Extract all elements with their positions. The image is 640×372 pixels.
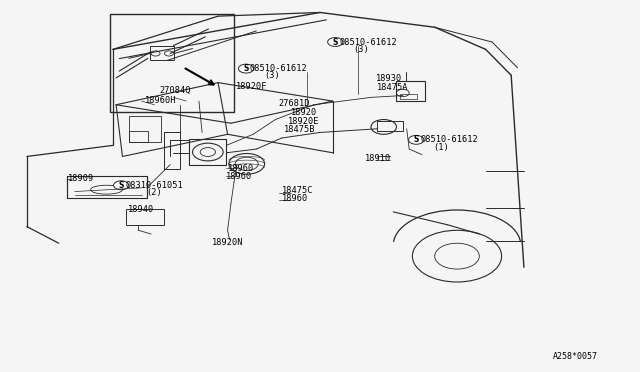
Text: 08510-61612: 08510-61612 [420, 135, 478, 144]
Text: 18909: 18909 [68, 174, 95, 183]
Bar [378, 121, 403, 131]
Text: 18940: 18940 [127, 205, 154, 215]
Text: 18475B: 18475B [284, 125, 315, 134]
Text: S: S [413, 135, 419, 144]
Text: (2): (2) [146, 188, 162, 197]
Text: (3): (3) [353, 45, 369, 54]
Text: S: S [333, 38, 338, 46]
Bar [396, 81, 425, 101]
Text: S: S [118, 181, 124, 190]
Bar [150, 46, 174, 60]
Text: 18920: 18920 [291, 108, 317, 118]
Text: A258*0057: A258*0057 [552, 352, 598, 361]
Text: 18920E: 18920E [288, 117, 319, 126]
Circle shape [408, 135, 424, 144]
Bar [164, 132, 180, 169]
Text: 18960: 18960 [227, 172, 253, 181]
Text: 18910: 18910 [365, 154, 391, 163]
Bar [125, 209, 164, 225]
Circle shape [412, 230, 502, 282]
Bar [129, 131, 148, 142]
Bar [189, 140, 227, 164]
Text: 08510-61612: 08510-61612 [339, 38, 397, 46]
Text: S: S [243, 64, 249, 73]
Text: 18930: 18930 [376, 74, 403, 83]
Text: (3): (3) [264, 71, 280, 80]
Text: (1): (1) [433, 143, 449, 152]
Text: 08510-61612: 08510-61612 [250, 64, 308, 73]
Text: 27084Q: 27084Q [159, 86, 191, 94]
Text: 18920N: 18920N [212, 238, 243, 247]
Bar [67, 176, 147, 198]
Bar [399, 94, 417, 99]
Text: 18960: 18960 [282, 195, 308, 203]
Circle shape [328, 38, 343, 46]
Text: 18475A: 18475A [378, 83, 409, 92]
Bar [129, 116, 161, 142]
Bar [109, 14, 234, 112]
Text: 27681D: 27681D [278, 99, 310, 108]
Text: 18960H: 18960H [145, 96, 176, 105]
Text: 08310-61051: 08310-61051 [125, 181, 183, 190]
Circle shape [239, 64, 253, 73]
Text: 18920F: 18920F [236, 82, 268, 91]
Text: 18475C: 18475C [282, 186, 313, 195]
Circle shape [113, 181, 129, 190]
Text: 18960: 18960 [228, 164, 254, 173]
